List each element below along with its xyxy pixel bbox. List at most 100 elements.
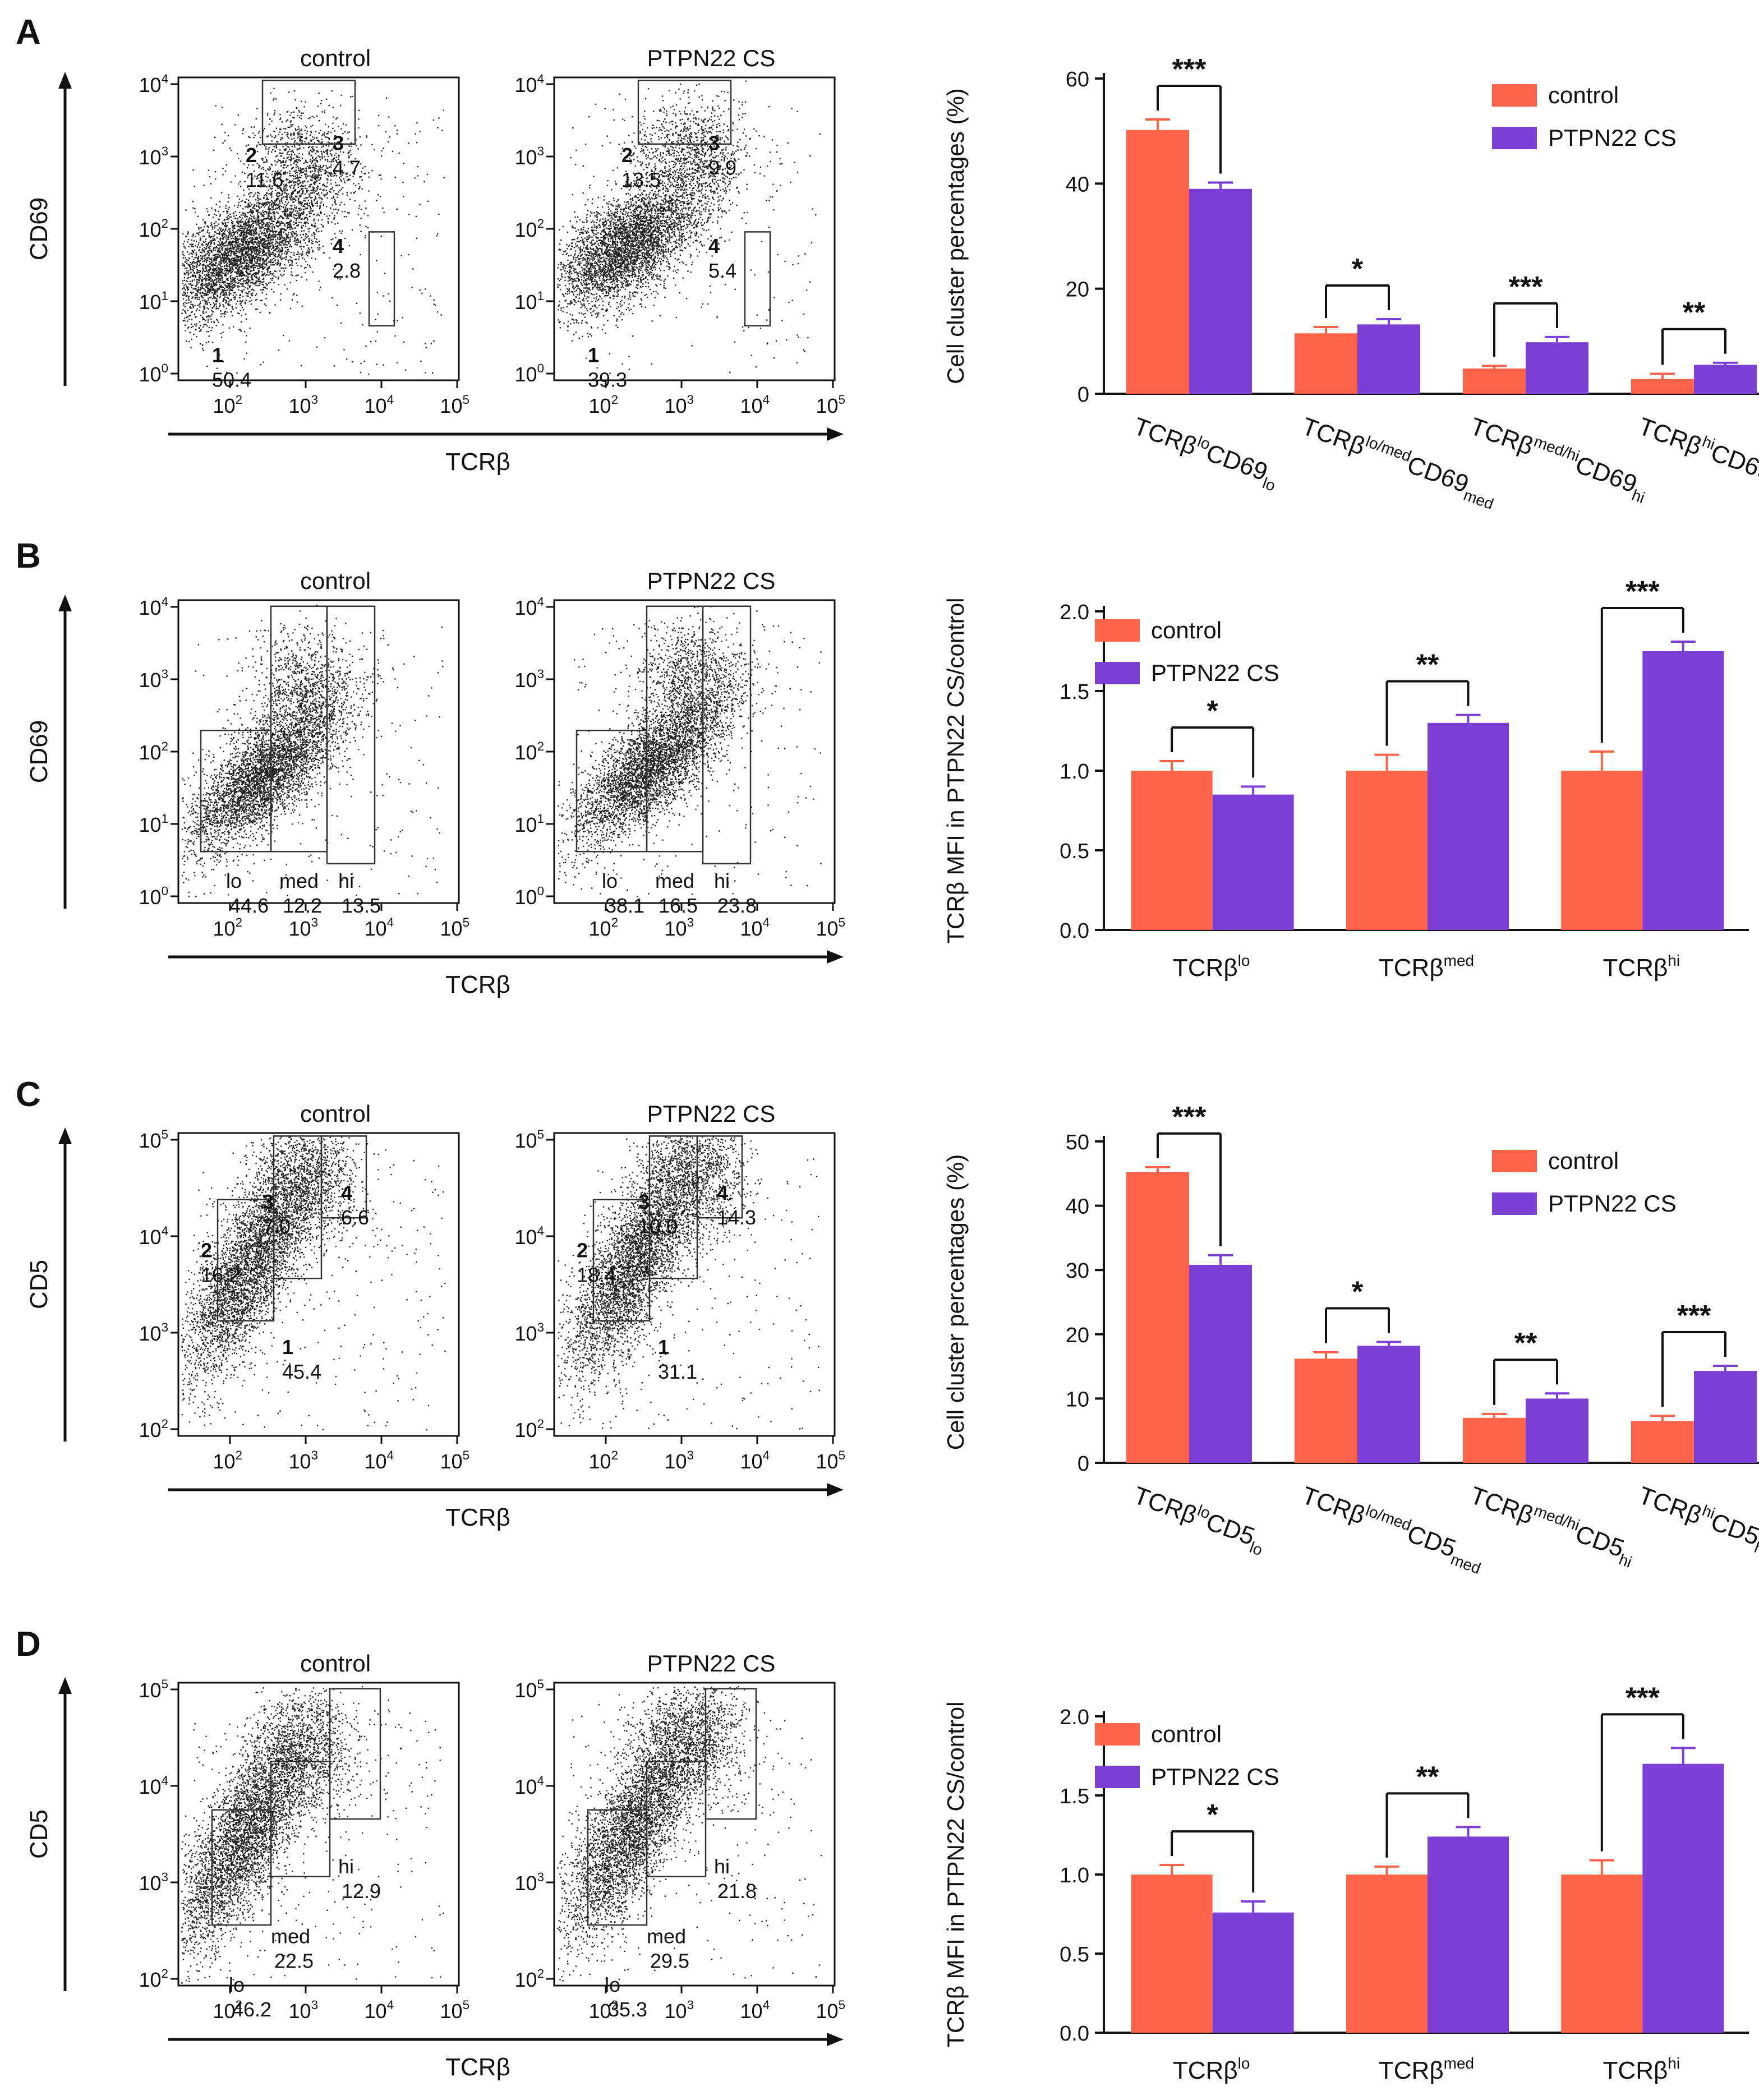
category-label-part: CD69	[1707, 439, 1759, 486]
tick-base: 10	[139, 813, 162, 836]
x-tick-label: 105	[440, 1448, 469, 1473]
flow-plot-control: controllo44.6med12.2hi13.510410310210110…	[139, 568, 469, 940]
gate-name: 1	[212, 344, 223, 367]
category-label-part: TCRβ	[1298, 412, 1369, 460]
legend-swatch-ptpn22	[1492, 1192, 1537, 1215]
flow-y-axis-label: CD69	[25, 720, 53, 784]
gate-percentage: 13.5	[621, 168, 661, 191]
gate-percentage: 31.1	[658, 1360, 697, 1383]
x-category-label: TCRβmed	[1379, 952, 1474, 982]
tick-base: 10	[589, 394, 611, 417]
x-category-label: TCRβhi	[1603, 2055, 1680, 2084]
tick-exponent: 2	[537, 217, 544, 231]
category-label-part: med	[1448, 1550, 1483, 1577]
gate-name: hi	[338, 1855, 354, 1878]
gate-name: 4	[341, 1181, 352, 1204]
gate-percentage: 10.0	[638, 1215, 678, 1238]
tick-base: 10	[213, 2000, 236, 2023]
tick-base: 10	[515, 218, 537, 241]
tick-exponent: 4	[387, 915, 394, 929]
tick-exponent: 4	[162, 1774, 168, 1788]
x-category-label: TCRβhi	[1603, 952, 1680, 982]
y-tick-label: 20	[1066, 278, 1089, 302]
x-tick-label: 102	[213, 393, 242, 417]
flow-dots	[181, 84, 445, 375]
category-label-part: TCRβ	[1130, 412, 1201, 460]
y-axis-label: Cell cluster percentages (%)	[942, 1154, 969, 1450]
x-tick-label: 104	[365, 1998, 394, 2023]
tick-exponent: 3	[687, 915, 694, 929]
tick-base: 10	[515, 1679, 537, 1702]
tick-exponent: 3	[537, 1320, 544, 1334]
x-tick-label: 105	[440, 915, 469, 940]
tick-base: 10	[816, 2000, 839, 2023]
tick-exponent: 2	[236, 393, 242, 407]
y-tick-label: 100	[139, 884, 168, 909]
gate-name: lo	[602, 869, 618, 892]
gate-name: hi	[714, 1855, 730, 1878]
x-category-label: TCRβmed/hiCD5hi	[1465, 1480, 1640, 1571]
tick-base: 10	[289, 1450, 311, 1473]
y-tick-label: 102	[515, 217, 544, 241]
y-tick-label: 103	[515, 144, 544, 169]
tick-exponent: 3	[687, 1998, 694, 2012]
tick-exponent: 0	[537, 884, 544, 898]
y-tick-label: 103	[139, 667, 168, 692]
x-tick-label: 103	[289, 1998, 318, 2023]
gate-name: 3	[333, 132, 344, 155]
bar-ptpn22-3	[1642, 651, 1724, 930]
tick-base: 10	[515, 291, 537, 314]
panel-letter-c: C	[16, 1075, 41, 1114]
y-tick-label: 101	[139, 812, 168, 836]
significance-stars: *	[1207, 1799, 1219, 1831]
category-label-part: med/hi	[1532, 432, 1582, 465]
significance-stars: **	[1416, 1761, 1439, 1793]
tick-base: 10	[515, 886, 537, 909]
tick-exponent: 5	[839, 1998, 845, 2012]
tick-exponent: 5	[537, 1127, 544, 1141]
tick-exponent: 5	[463, 1998, 469, 2012]
tick-base: 10	[289, 2000, 311, 2023]
bar-ptpn22-4	[1694, 1371, 1757, 1463]
y-tick-label: 103	[515, 667, 544, 692]
flow-row-d: controlhi12.9med22.5lo46.210510410310210…	[25, 1650, 845, 2081]
tick-base: 10	[139, 146, 162, 169]
significance-stars: *	[1352, 1276, 1364, 1309]
y-tick-label: 0.5	[1060, 840, 1089, 863]
gate-name: 3	[708, 132, 720, 155]
x-tick-label: 105	[816, 1998, 845, 2023]
gate-percentage: 46.2	[232, 1998, 271, 2021]
gate-name: med	[271, 1924, 310, 1947]
tick-base: 10	[515, 669, 537, 692]
bar-control-3	[1561, 771, 1643, 930]
tick-exponent: 1	[537, 289, 544, 303]
category-label-part: med	[1461, 486, 1496, 513]
y-tick-label: 0	[1077, 1452, 1089, 1476]
bar-ptpn22-2	[1357, 1346, 1420, 1463]
gate-name: med	[647, 1924, 686, 1947]
y-tick-label: 104	[139, 1224, 168, 1249]
category-label-part: med/hi	[1532, 1502, 1582, 1534]
tick-exponent: 3	[162, 144, 168, 158]
tick-base: 10	[740, 394, 763, 417]
gate-name: hi	[714, 869, 730, 892]
flow-dots	[181, 1136, 446, 1431]
y-tick-label: 1.5	[1060, 680, 1089, 704]
tick-exponent: 2	[611, 1998, 618, 2012]
y-tick-label: 103	[515, 1870, 544, 1895]
gate-percentage: 29.5	[650, 1949, 689, 1972]
tick-exponent: 2	[537, 1417, 544, 1431]
y-tick-label: 103	[139, 1870, 168, 1895]
tick-exponent: 2	[162, 217, 168, 231]
x-tick-label: 103	[665, 915, 694, 940]
flow-x-axis-label: TCRβ	[445, 971, 510, 998]
tick-exponent: 2	[537, 739, 544, 753]
y-tick-label: 0.0	[1060, 2022, 1089, 2046]
tick-exponent: 3	[162, 1870, 168, 1884]
significance-stars: ***	[1172, 1101, 1207, 1134]
bar-ptpn22-1	[1212, 1912, 1294, 2033]
tick-exponent: 3	[537, 667, 544, 681]
gate-name: 2	[201, 1238, 212, 1261]
y-tick-label: 0	[1077, 383, 1089, 407]
